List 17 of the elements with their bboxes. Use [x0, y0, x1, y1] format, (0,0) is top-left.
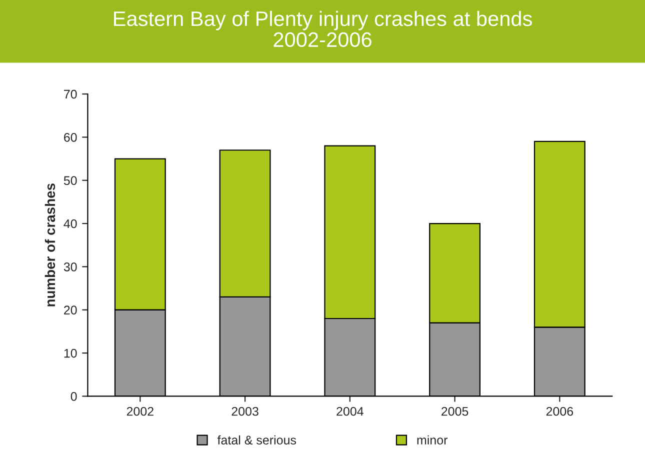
y-tick-label: 60	[64, 132, 77, 142]
y-tick-label: 0	[70, 392, 77, 401]
y-tick-label: 50	[64, 176, 77, 185]
y-tick-label: 20	[64, 306, 77, 315]
legend-label: minor	[417, 435, 448, 445]
y-tick-label: 30	[64, 262, 77, 272]
x-tick-label: 2004	[336, 406, 364, 416]
x-tick-label: 2005	[442, 406, 468, 416]
y-axis-title: number of crashes	[44, 184, 56, 306]
x-tick-label: 2002	[126, 406, 154, 416]
legend-label: fatal & serious	[217, 435, 296, 445]
x-tick-label: 2003	[232, 406, 258, 416]
y-tick-label: 40	[64, 219, 77, 228]
chart-title: Eastern Bay of Plenty injury crashes at bends 2002-2006	[114, 10, 532, 48]
y-tick-label: 10	[64, 348, 77, 358]
x-tick-label: 2006	[546, 406, 574, 416]
y-tick-label: 70	[64, 90, 77, 99]
